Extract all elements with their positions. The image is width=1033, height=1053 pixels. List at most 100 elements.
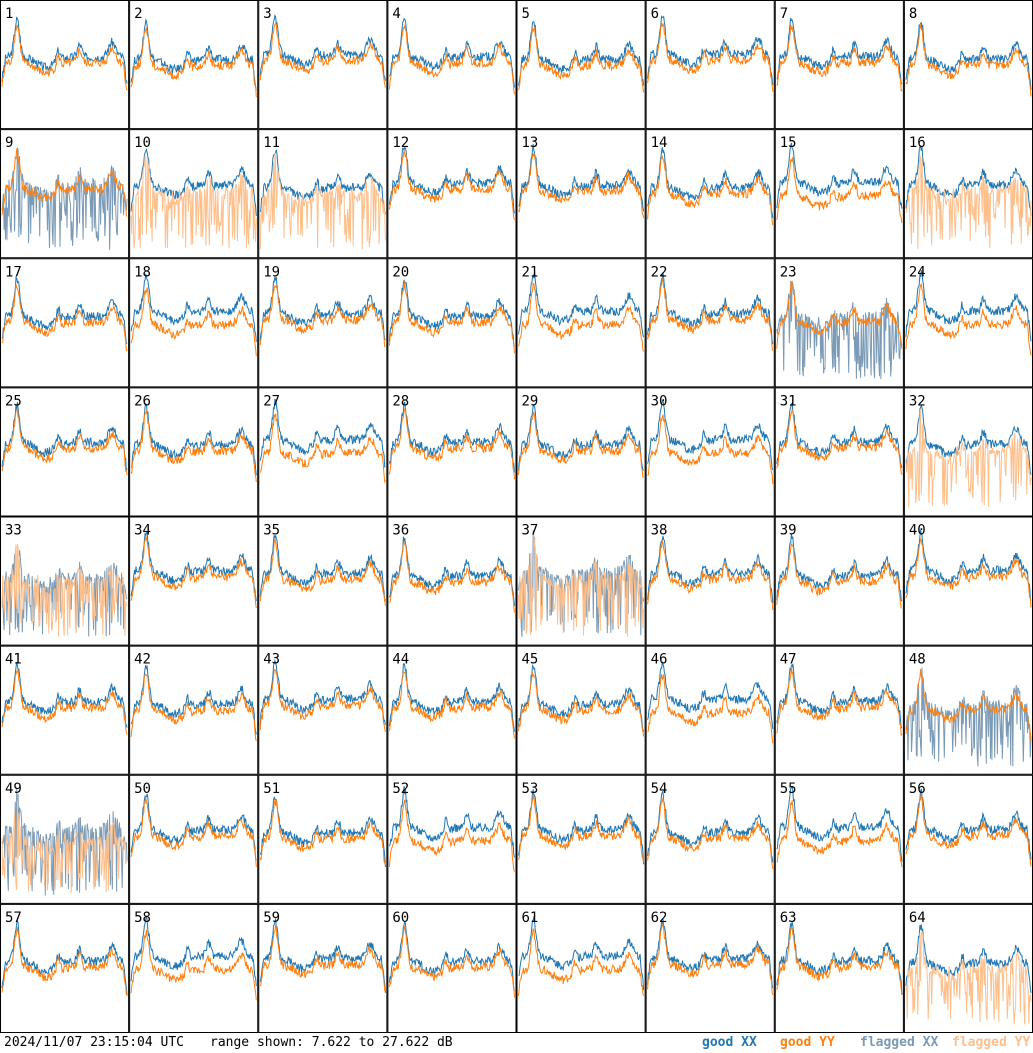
panel-label: 32 [909,393,926,409]
panel-frame [387,129,517,259]
series-yy-42 [130,673,257,742]
series-yy-25 [1,406,128,476]
series-xx-12 [388,146,515,214]
series-xx-43 [259,658,386,726]
panel-label: 46 [651,652,668,668]
panel-label: 9 [5,135,13,151]
panel-56: 56 [903,774,1033,904]
series-xx-25 [1,401,128,472]
panel-frame [774,903,904,1033]
panel-label: 25 [5,393,22,409]
series-yy-12 [388,150,515,221]
series-xx-51 [259,795,386,868]
panel-frame [129,0,259,130]
panel-frame [645,0,775,130]
series-xx-9 [1,147,128,251]
series-yy-63 [776,926,903,994]
panel-45: 45 [516,645,646,775]
series-yy-4 [388,24,515,95]
series-yy-38 [647,540,774,611]
panel-frame [258,903,388,1033]
panel-53: 53 [516,774,646,904]
panel-label: 10 [134,135,151,151]
panel-label: 47 [780,652,797,668]
panel-label: 35 [263,523,280,539]
panel-label: 36 [392,523,409,539]
panel-label: 37 [522,523,539,539]
panel-frame [387,774,517,904]
panel-frame [774,0,904,130]
panel-frame [774,774,904,904]
panel-frame [645,516,775,646]
series-yy-26 [130,409,257,483]
series-yy-40 [905,537,1032,608]
series-yy-55 [776,800,903,868]
series-yy-9 [1,148,128,217]
series-yy-61 [518,928,645,997]
series-xx-48 [905,667,1032,767]
panel-21: 21 [516,258,646,388]
series-yy-23 [776,280,903,349]
panel-9: 9 [0,129,130,259]
series-yy-39 [776,543,902,609]
panel-13: 13 [516,129,646,259]
series-xx-59 [259,918,386,993]
series-xx-33 [1,550,128,637]
panel-52: 52 [387,774,517,904]
panel-30: 30 [645,387,775,517]
panel-41: 41 [0,645,130,775]
series-yy-41 [1,670,128,735]
series-xx-20 [388,279,515,347]
series-yy-60 [388,925,515,998]
panel-label: 40 [909,523,926,539]
series-xx-19 [259,276,386,341]
panel-58: 58 [129,903,259,1033]
series-yy-11 [259,152,386,250]
series-xx-62 [647,919,774,989]
panel-frame [645,774,775,904]
panel-label: 19 [263,264,280,280]
series-yy-35 [259,538,386,606]
series-yy-1 [1,24,128,91]
panel-5: 5 [516,0,646,130]
panel-frame [0,387,130,517]
panel-label: 54 [651,781,668,797]
series-xx-18 [130,273,257,342]
panel-20: 20 [387,258,517,388]
panel-label: 6 [651,6,659,22]
series-yy-51 [259,799,386,866]
panel-17: 17 [0,258,130,388]
series-yy-49 [1,800,128,894]
panel-48: 48 [903,645,1033,775]
series-xx-44 [388,662,515,732]
panel-frame [645,387,775,517]
panel-19: 19 [258,258,388,388]
series-xx-30 [647,399,774,471]
panel-frame [645,258,775,388]
panel-label: 49 [5,781,22,797]
panel-frame [258,387,388,517]
series-xx-32 [905,404,1032,475]
series-xx-47 [776,663,903,730]
series-yy-53 [518,794,645,863]
panel-11: 11 [258,129,388,259]
panel-label: 45 [522,652,539,668]
panel-25: 25 [0,387,130,517]
panel-55: 55 [774,774,904,904]
panel-16: 16 [903,129,1033,259]
series-yy-10 [130,155,257,249]
panel-2: 2 [129,0,259,130]
timestamp: 2024/11/07 23:15:04 UTC [4,1035,185,1050]
series-yy-59 [259,924,386,992]
panel-43: 43 [258,645,388,775]
panel-label: 18 [134,264,151,280]
series-yy-34 [130,535,257,608]
series-xx-39 [776,534,903,602]
legend-good-xx: good XX [702,1035,757,1050]
panel-label: 17 [5,264,22,280]
series-xx-29 [518,404,644,471]
legend-flagged-xx: flagged XX [860,1035,939,1050]
panel-62: 62 [645,903,775,1033]
panel-26: 26 [129,387,259,517]
series-yy-33 [1,543,128,637]
